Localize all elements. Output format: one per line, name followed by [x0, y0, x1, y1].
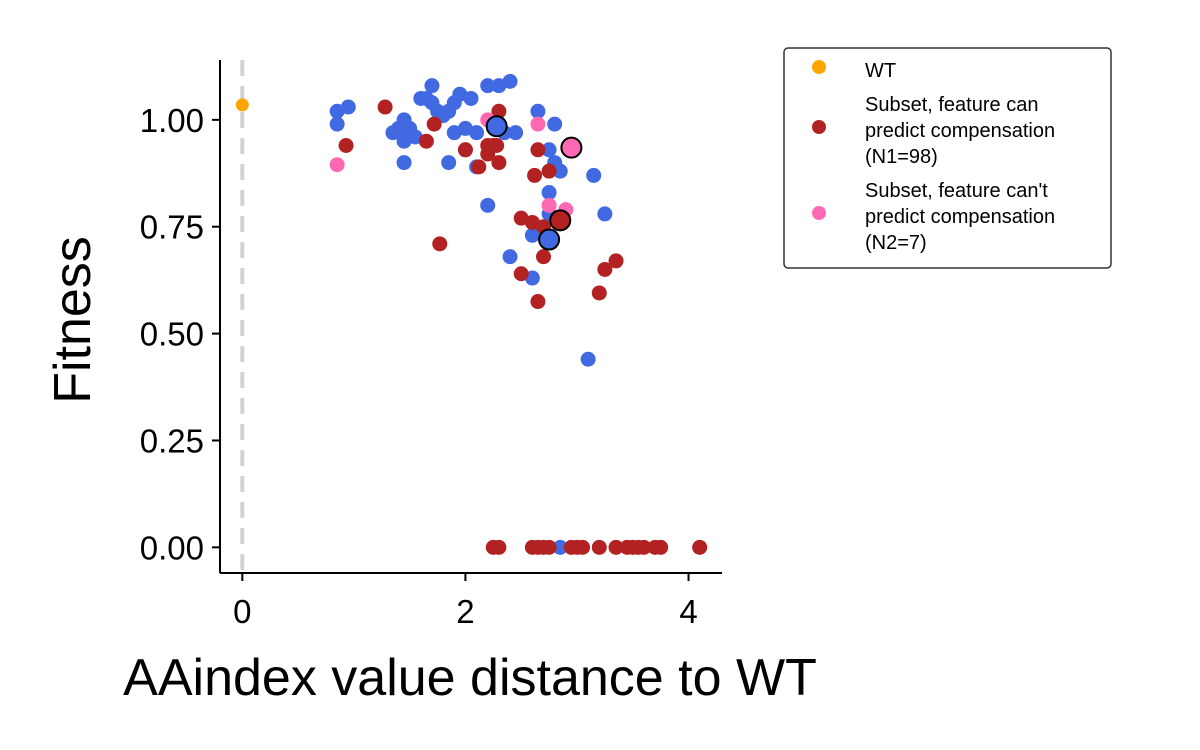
- series-point: [426, 116, 442, 132]
- series-point: [432, 236, 448, 252]
- background-point: [597, 206, 613, 222]
- y-tick-label: 1.00: [140, 102, 204, 139]
- background-point: [541, 185, 557, 201]
- background-point: [541, 142, 557, 158]
- background-point: [469, 125, 485, 141]
- series-point: [575, 539, 591, 555]
- background-point: [552, 539, 568, 555]
- x-tick-label: 4: [679, 593, 697, 630]
- series-point: [541, 539, 557, 555]
- series-point: [513, 266, 529, 282]
- series-point: [530, 294, 546, 310]
- background-point: [480, 78, 496, 94]
- series-point: [527, 167, 543, 183]
- series-point: [692, 539, 708, 555]
- highlighted-point: [560, 136, 583, 159]
- x-tick-label: 2: [456, 593, 474, 630]
- background-point: [502, 249, 518, 265]
- legend-label: predict compensation: [865, 206, 1055, 228]
- legend-label: predict compensation: [865, 120, 1055, 142]
- highlighted-point: [549, 209, 572, 232]
- legend: WT Subset, feature can predict compensatio…: [783, 47, 1112, 269]
- legend-marker: [812, 120, 826, 134]
- series-point: [530, 116, 546, 132]
- legend-marker: [812, 60, 826, 74]
- y-tick-label: 0.00: [140, 529, 204, 566]
- background-point: [480, 197, 496, 213]
- legend-label: WT: [865, 60, 896, 82]
- background-point: [524, 227, 540, 243]
- series-point: [418, 133, 434, 149]
- series-point: [491, 103, 507, 119]
- background-point: [424, 78, 440, 94]
- x-tick-label: 0: [233, 593, 251, 630]
- series-point: [235, 98, 249, 112]
- background-point: [530, 103, 546, 119]
- background-point: [441, 155, 457, 171]
- series-point: [491, 539, 507, 555]
- highlighted-point: [538, 228, 561, 251]
- highlighted-point: [485, 115, 508, 138]
- series-point: [636, 539, 652, 555]
- background-point: [329, 116, 345, 132]
- series-point: [597, 261, 613, 277]
- series-point: [608, 539, 624, 555]
- y-tick-label: 0.25: [140, 422, 204, 459]
- background-point: [586, 167, 602, 183]
- background-point: [502, 73, 518, 89]
- legend-label: Subset, feature can't: [865, 180, 1048, 202]
- series-point: [480, 138, 496, 153]
- ticks: 0 2 4 0.00 0.25 0.50 0.75 1.00: [140, 102, 698, 630]
- series-point: [536, 249, 552, 265]
- series-point: [329, 157, 345, 173]
- series-point: [530, 142, 546, 158]
- background-point: [580, 351, 596, 367]
- series-point: [338, 138, 354, 153]
- y-tick-label: 0.75: [140, 209, 204, 246]
- legend-label: (N2=7): [865, 232, 927, 254]
- y-tick-label: 0.50: [140, 316, 204, 353]
- series-point: [541, 197, 557, 213]
- axes: [219, 60, 722, 574]
- series-point: [653, 539, 669, 555]
- series-point: [591, 539, 607, 555]
- legend-label: Subset, feature can: [865, 94, 1038, 116]
- points-layer: [235, 73, 708, 555]
- background-point: [463, 90, 479, 106]
- background-point: [396, 155, 412, 171]
- series-point: [591, 285, 607, 301]
- series-point: [541, 163, 557, 179]
- series-point: [457, 142, 473, 158]
- series-point: [471, 159, 487, 175]
- legend-marker: [812, 206, 826, 220]
- series-point: [608, 253, 624, 269]
- series-point: [491, 155, 507, 171]
- legend-label: (N1=98): [865, 146, 938, 168]
- background-point: [340, 99, 356, 115]
- background-point: [508, 125, 524, 141]
- background-point: [446, 125, 462, 141]
- y-axis-title: Fitness: [44, 236, 102, 404]
- legend-frame: [783, 47, 1112, 269]
- x-axis-title: AAindex value distance to WT: [123, 649, 817, 707]
- series-point: [377, 99, 393, 115]
- background-point: [547, 116, 563, 132]
